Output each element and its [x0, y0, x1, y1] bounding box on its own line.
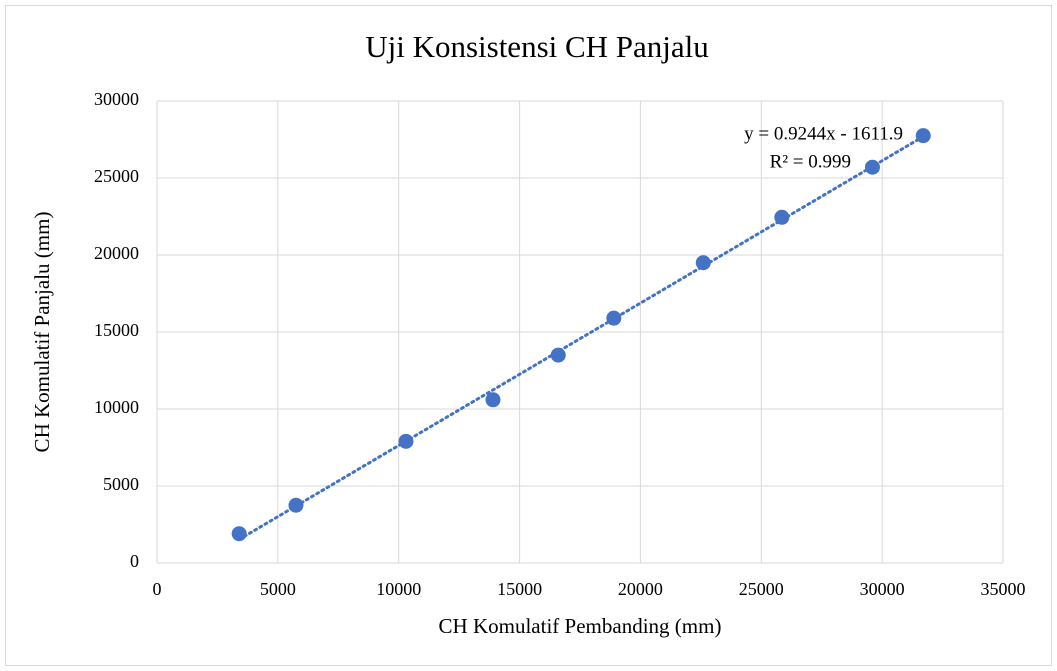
x-tick-label: 10000 — [376, 579, 421, 599]
x-tick-label: 15000 — [497, 579, 542, 599]
point — [398, 433, 414, 449]
point — [606, 310, 622, 326]
x-tick-label: 35000 — [981, 579, 1026, 599]
point — [550, 347, 566, 363]
y-tick-label: 25000 — [94, 166, 139, 186]
point — [695, 255, 711, 271]
y-tick-label: 5000 — [103, 474, 139, 494]
point — [915, 128, 931, 144]
y-tick-label: 15000 — [94, 320, 139, 340]
trendline-r2: R² = 0.999 — [770, 151, 851, 172]
chart-title: Uji Konsistensi CH Panjalu — [365, 29, 709, 64]
trendline — [237, 135, 925, 541]
x-axis-title: CH Komulatif Pembanding (mm) — [439, 614, 722, 638]
y-tick-label: 20000 — [94, 243, 139, 263]
point — [485, 392, 501, 408]
point — [288, 497, 304, 513]
chart-border — [5, 5, 1052, 666]
y-axis-title: CH Komulatif Panjalu (mm) — [30, 212, 54, 453]
x-tick-label: 30000 — [860, 579, 905, 599]
y-tick-label: 10000 — [94, 397, 139, 417]
point — [864, 159, 880, 175]
y-tick-label: 30000 — [94, 89, 139, 109]
y-tick-label: 0 — [130, 551, 139, 571]
x-tick-label: 5000 — [260, 579, 296, 599]
point — [774, 209, 790, 225]
point — [231, 526, 247, 542]
trendline-equation: y = 0.9244x - 1611.9 — [744, 123, 903, 144]
x-tick-label: 25000 — [739, 579, 784, 599]
x-tick-label: 0 — [153, 579, 162, 599]
x-tick-label: 20000 — [618, 579, 663, 599]
